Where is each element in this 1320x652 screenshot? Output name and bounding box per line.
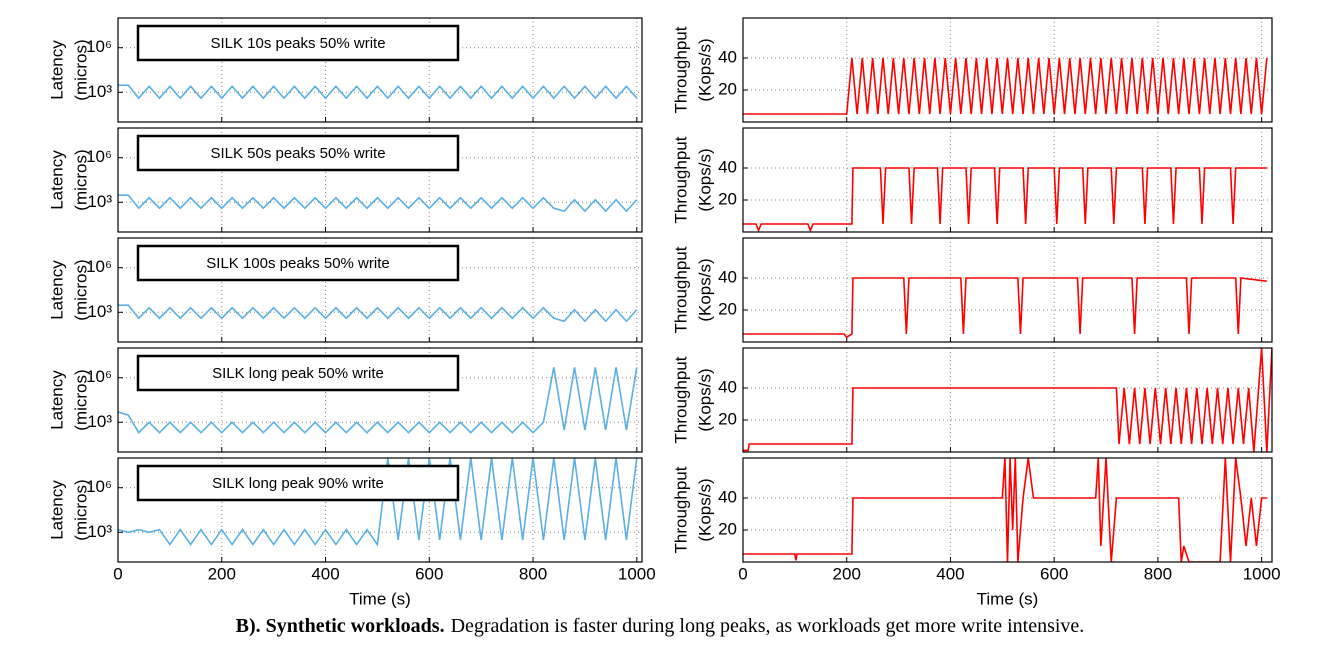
y-tick-label: 20	[718, 299, 737, 318]
y-axis-label: Latency	[47, 40, 66, 100]
plot-area	[118, 194, 638, 213]
y-axis-label: (micros)	[71, 259, 90, 320]
y-axis-label: Latency	[47, 260, 66, 320]
data-line	[743, 167, 1267, 232]
plot-area	[118, 304, 638, 323]
y-axis-label: (micros)	[71, 369, 90, 430]
axes-frame	[742, 347, 1273, 453]
x-axis-label: Time (s)	[349, 589, 411, 608]
data-line	[118, 304, 638, 323]
axes-frame	[117, 457, 643, 563]
y-tick-label: 10⁶	[86, 147, 112, 166]
x-tick-label: 200	[208, 564, 236, 583]
data-line	[743, 57, 1268, 115]
y-axis-label: (Kops/s)	[695, 478, 714, 541]
panel-title: SILK long peak 50% write	[212, 365, 384, 382]
y-axis-label: Throughput	[671, 136, 690, 223]
data-line	[743, 458, 1267, 562]
x-tick-label: 800	[1144, 564, 1172, 583]
y-tick-label: 10⁶	[86, 257, 112, 276]
y-tick-label: 40	[718, 377, 737, 396]
panel-title: SILK long peak 90% write	[212, 475, 384, 492]
x-tick-label: 400	[311, 564, 339, 583]
title-box	[136, 244, 460, 282]
y-tick-label: 10³	[87, 302, 112, 321]
panel-title: SILK 50s peaks 50% write	[210, 145, 385, 162]
y-tick-label: 10⁶	[86, 37, 112, 56]
x-tick-label: 600	[415, 564, 443, 583]
y-axis-label: Latency	[47, 370, 66, 430]
caption-text: Degradation is faster during long peaks,…	[451, 615, 1085, 637]
data-line	[118, 194, 638, 213]
y-axis-label: Throughput	[671, 26, 690, 113]
y-tick-label: 20	[718, 519, 737, 538]
x-tick-label: 200	[833, 564, 861, 583]
axes-frame	[117, 347, 643, 453]
x-tick-label: 1000	[618, 564, 656, 583]
data-line	[743, 348, 1272, 452]
y-axis-label: (micros)	[71, 149, 90, 210]
axes-frame	[742, 457, 1273, 563]
y-axis-label: (micros)	[71, 479, 90, 540]
data-line	[743, 277, 1267, 339]
y-axis-label: Throughput	[671, 356, 690, 443]
plot-area	[118, 84, 638, 100]
title-box	[136, 464, 460, 502]
x-axis-label: Time (s)	[977, 589, 1039, 608]
y-tick-label: 40	[718, 267, 737, 286]
y-tick-label: 10³	[87, 412, 112, 431]
axes-frame	[117, 17, 643, 123]
caption-bold: B). Synthetic workloads.	[236, 615, 445, 637]
y-tick-label: 40	[718, 487, 737, 506]
axes-frame	[742, 127, 1273, 233]
plot-area	[743, 458, 1267, 562]
data-line	[118, 84, 638, 100]
y-axis-label: Latency	[47, 480, 66, 540]
x-tick-label: 800	[519, 564, 547, 583]
y-tick-label: 10⁶	[86, 477, 112, 496]
caption: B). Synthetic workloads. Degradation is f…	[236, 615, 1085, 637]
panel-title: SILK 100s peaks 50% write	[206, 255, 389, 272]
y-tick-label: 10³	[87, 522, 112, 541]
x-tick-label: 0	[738, 564, 747, 583]
y-axis-label: (Kops/s)	[695, 258, 714, 321]
y-axis-label: (Kops/s)	[695, 368, 714, 431]
y-tick-label: 20	[718, 79, 737, 98]
x-tick-label: 600	[1040, 564, 1068, 583]
title-box	[136, 354, 460, 392]
axes-frame	[742, 17, 1273, 123]
y-axis-label: Latency	[47, 150, 66, 210]
x-tick-label: 1000	[1243, 564, 1281, 583]
axes-frame	[742, 237, 1273, 343]
y-axis-label: (micros)	[71, 39, 90, 100]
plot-area	[118, 367, 638, 434]
y-tick-label: 40	[718, 157, 737, 176]
x-tick-label: 0	[113, 564, 122, 583]
y-tick-label: 20	[718, 189, 737, 208]
axes-frame	[117, 237, 643, 343]
y-tick-label: 10⁶	[86, 367, 112, 386]
plot-area	[743, 348, 1272, 452]
x-tick-label: 400	[936, 564, 964, 583]
panel-title: SILK 10s peaks 50% write	[210, 35, 385, 52]
plot-area	[743, 57, 1268, 115]
title-box	[136, 24, 460, 62]
y-tick-label: 10³	[87, 82, 112, 101]
plot-area	[743, 167, 1267, 232]
title-box	[136, 134, 460, 172]
y-tick-label: 10³	[87, 192, 112, 211]
y-axis-label: Throughput	[671, 466, 690, 553]
y-axis-label: (Kops/s)	[695, 38, 714, 101]
plot-area	[743, 277, 1267, 339]
y-axis-label: (Kops/s)	[695, 148, 714, 211]
y-axis-label: Throughput	[671, 246, 690, 333]
y-tick-label: 40	[718, 47, 737, 66]
axes-frame	[117, 127, 643, 233]
y-tick-label: 20	[718, 409, 737, 428]
data-line	[118, 367, 638, 434]
plot-area	[118, 458, 638, 547]
data-line	[118, 458, 638, 547]
